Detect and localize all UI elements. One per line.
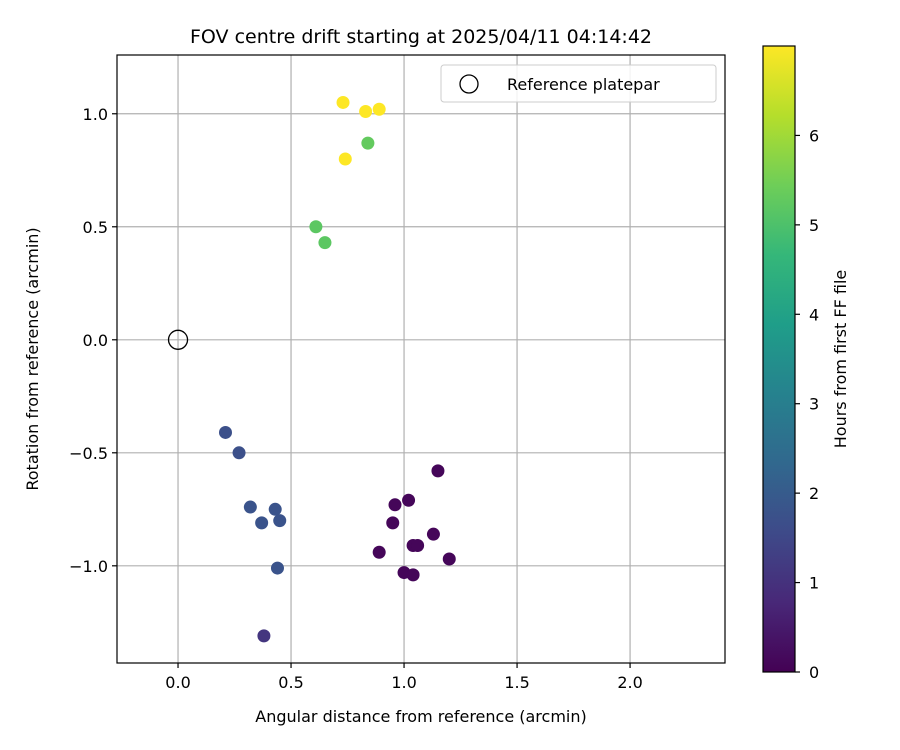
- data-point: [243, 500, 257, 514]
- colorbar-tick-label: 0: [809, 663, 819, 682]
- legend: Reference platepar: [440, 64, 717, 103]
- data-points: [218, 95, 456, 643]
- data-point: [361, 136, 375, 150]
- data-point: [359, 105, 373, 119]
- x-axis-ticks: 0.0 0.5 1.0 1.5 2.0: [165, 663, 643, 692]
- data-point: [372, 545, 386, 559]
- data-point: [388, 498, 402, 512]
- colorbar-tick-label: 5: [809, 216, 819, 235]
- x-tick-label: 0.5: [278, 673, 303, 692]
- data-point: [257, 629, 271, 643]
- chart-title: FOV centre drift starting at 2025/04/11 …: [190, 26, 652, 48]
- data-point: [406, 568, 420, 582]
- y-axis-label: Rotation from reference (arcmin): [23, 227, 42, 490]
- data-point: [338, 152, 352, 166]
- data-point: [431, 464, 445, 478]
- x-tick-label: 2.0: [617, 673, 642, 692]
- data-point: [442, 552, 456, 566]
- data-point: [218, 425, 232, 439]
- data-point: [268, 502, 282, 516]
- colorbar-ticks: 0 1 2 3 4 5 6: [795, 126, 819, 682]
- data-point: [336, 95, 350, 109]
- x-tick-label: 1.0: [391, 673, 416, 692]
- y-tick-label: −1.0: [69, 557, 108, 576]
- data-point: [372, 102, 386, 116]
- y-tick-label: 0.0: [83, 331, 108, 350]
- legend-entry-label: Reference platepar: [507, 75, 660, 94]
- y-tick-label: 0.5: [83, 218, 108, 237]
- colorbar-tick-label: 3: [809, 395, 819, 414]
- y-axis-ticks: 1.0 0.5 0.0 −0.5 −1.0: [69, 105, 117, 576]
- legend-box: [440, 64, 717, 103]
- colorbar-tick-label: 2: [809, 484, 819, 503]
- colorbar-label: Hours from first FF file: [831, 270, 850, 449]
- y-tick-label: −0.5: [69, 444, 108, 463]
- grid: [117, 55, 725, 663]
- colorbar: 0 1 2 3 4 5 6 Hours from first FF file: [762, 45, 850, 682]
- data-point: [318, 236, 332, 250]
- data-point: [402, 493, 416, 507]
- data-point: [309, 220, 323, 234]
- colorbar-tick-label: 4: [809, 305, 819, 324]
- x-tick-label: 0.0: [165, 673, 190, 692]
- data-point: [411, 538, 425, 552]
- data-point: [426, 527, 440, 541]
- colorbar-tick-label: 6: [809, 126, 819, 145]
- reference-marker-group: [167, 329, 189, 350]
- data-point: [232, 446, 246, 460]
- x-axis-label: Angular distance from reference (arcmin): [255, 707, 586, 726]
- y-tick-label: 1.0: [83, 105, 108, 124]
- plot-frame: [116, 54, 726, 664]
- legend-marker-icon: [459, 74, 479, 94]
- data-point: [255, 516, 269, 530]
- data-point: [386, 516, 400, 530]
- data-point: [273, 514, 287, 528]
- x-tick-label: 1.5: [504, 673, 529, 692]
- colorbar-ramp: [762, 45, 796, 673]
- colorbar-tick-label: 1: [809, 574, 819, 593]
- data-point: [270, 561, 284, 575]
- reference-marker: [167, 329, 189, 350]
